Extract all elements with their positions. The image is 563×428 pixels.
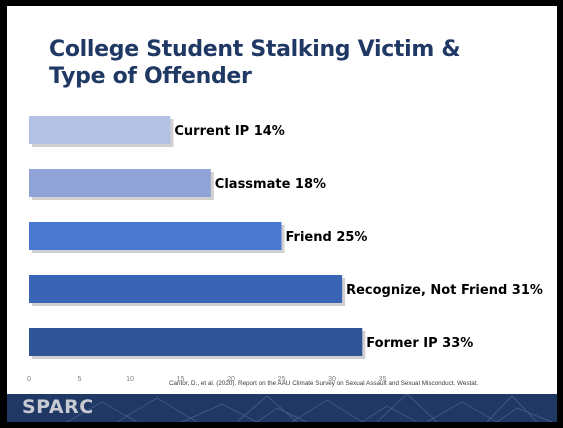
bar-chart: Current IP 14% Classmate 18% Friend 25% Rec… bbox=[27, 116, 543, 383]
x-tick-label: 20 bbox=[227, 376, 235, 383]
footer-pattern bbox=[66, 394, 553, 422]
slide-title-line1: College Student Stalking Victim & bbox=[49, 37, 461, 62]
x-tick-label: 10 bbox=[126, 376, 134, 383]
x-tick-label: 25 bbox=[278, 376, 286, 383]
x-tick-label: 30 bbox=[328, 376, 336, 383]
bar-data-label: Friend 25% bbox=[286, 230, 368, 245]
bar-friend bbox=[29, 222, 282, 250]
x-tick-label: 15 bbox=[177, 376, 185, 383]
x-tick-label: 5 bbox=[78, 376, 82, 383]
citation: Cantor, D., et al. (2020). Report on the… bbox=[169, 380, 479, 387]
slide: College Student Stalking Victim & Type of… bbox=[7, 6, 557, 422]
bar-recognize-not-friend bbox=[29, 275, 343, 303]
bar-data-label: Current IP 14% bbox=[174, 124, 284, 139]
footer-bar: SPARC bbox=[7, 394, 557, 422]
x-tick-label: 35 bbox=[379, 376, 387, 383]
bar-data-label: Classmate 18% bbox=[215, 177, 326, 192]
bar-classmate bbox=[29, 169, 211, 197]
sparc-logo: SPARC bbox=[22, 396, 94, 418]
slide-title: College Student Stalking Victim & Type of… bbox=[49, 36, 461, 90]
bar-data-label: Recognize, Not Friend 31% bbox=[346, 283, 543, 298]
bar-data-label: Former IP 33% bbox=[366, 336, 473, 351]
bar-former-ip bbox=[29, 328, 363, 356]
slide-title-line2: Type of Offender bbox=[49, 64, 252, 89]
bar-current-ip bbox=[29, 116, 171, 144]
x-tick-label: 0 bbox=[27, 376, 31, 383]
